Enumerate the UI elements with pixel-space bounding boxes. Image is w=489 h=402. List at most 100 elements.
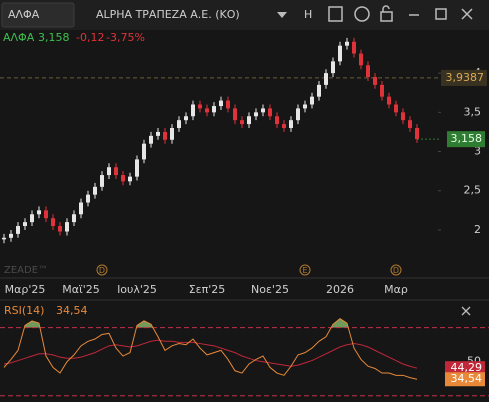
- candle-body: [107, 167, 111, 176]
- candle-body: [128, 176, 132, 182]
- reference-label-box: [441, 69, 487, 86]
- candle-body: [303, 104, 307, 109]
- candle-body: [191, 104, 195, 117]
- candle-body: [240, 120, 244, 125]
- quote-change: -0,12: [76, 31, 104, 44]
- close-panel-icon[interactable]: [461, 306, 471, 316]
- candle-body: [16, 226, 20, 234]
- candle-body: [359, 53, 363, 66]
- candle-body: [135, 159, 139, 177]
- candle-body: [415, 128, 419, 140]
- period-button[interactable]: H: [304, 8, 312, 21]
- candle-body: [163, 131, 167, 140]
- candle-body: [310, 96, 314, 105]
- candle-body: [212, 106, 216, 113]
- quote-change-pct: -3,75%: [106, 31, 145, 44]
- quote-symbol: ΑΛΦΑ: [3, 31, 35, 44]
- watermark: ZEADE™: [4, 265, 48, 276]
- candle-body: [37, 210, 41, 215]
- lock-icon[interactable]: [380, 11, 393, 22]
- candle-body: [296, 108, 300, 121]
- x-tick-label: Μαρ'25: [5, 283, 46, 296]
- value-label-box: [445, 372, 485, 387]
- candle-body: [2, 237, 6, 240]
- candle-body: [366, 65, 370, 78]
- quote-last: 3,158: [38, 31, 70, 44]
- value-label-box: [445, 361, 485, 376]
- value-label: 44,29: [451, 361, 483, 374]
- x-tick-label: Ιουλ'25: [117, 283, 157, 296]
- candle-body: [282, 124, 286, 129]
- candle-body: [86, 194, 90, 203]
- candle-body: [380, 84, 384, 97]
- candle-body: [149, 135, 153, 144]
- candle-body: [387, 96, 391, 105]
- y-tick-label: 2,5: [464, 184, 482, 197]
- event-marker: [390, 264, 402, 276]
- candle-body: [268, 108, 272, 117]
- candle-body: [177, 120, 181, 129]
- candle-body: [93, 186, 97, 195]
- x-tick-label: Νοε'25: [251, 283, 289, 296]
- candle-body: [121, 175, 125, 182]
- last-price-box: [447, 131, 485, 148]
- candle-body: [30, 214, 34, 223]
- candle-body: [401, 112, 405, 121]
- candle-body: [184, 116, 188, 121]
- candle-body: [317, 84, 321, 97]
- candle-body: [233, 108, 237, 121]
- candle-body: [247, 116, 251, 125]
- y-tick-label: 3: [474, 145, 481, 158]
- candle-body: [394, 104, 398, 113]
- candle-body: [205, 108, 209, 113]
- candle-body: [289, 120, 293, 129]
- candle-body: [156, 131, 160, 136]
- candle-body: [345, 41, 349, 46]
- candle-body: [219, 100, 223, 107]
- candle-body: [324, 73, 328, 85]
- candle-body: [226, 100, 230, 109]
- toolbar: [0, 0, 489, 30]
- x-tick-label: 2026: [326, 283, 354, 296]
- quote-icon[interactable]: [354, 6, 370, 22]
- rsi-current: 34,54: [56, 304, 88, 317]
- candle-body: [58, 226, 62, 232]
- candle-body: [373, 77, 377, 85]
- candle-body: [170, 128, 174, 140]
- y-tick-label: 3,5: [464, 105, 482, 118]
- candle-body: [9, 233, 13, 238]
- candle-body: [352, 41, 356, 54]
- last-price-label: 3,158: [451, 132, 483, 145]
- event-marker: [299, 264, 311, 276]
- symbol-text: ΑΛΦΑ: [8, 8, 40, 21]
- candle-body: [79, 202, 83, 215]
- x-tick-label: Μαρ: [384, 283, 408, 296]
- x-tick-label: Μαϊ'25: [62, 283, 100, 296]
- candle-body: [44, 210, 48, 219]
- reference-label: 3,9387: [446, 71, 485, 84]
- dropdown-arrow[interactable]: [277, 12, 287, 18]
- candle-body: [100, 175, 104, 187]
- y-tick-label: 2: [474, 223, 481, 236]
- candle-body: [331, 61, 335, 74]
- candle-body: [198, 104, 202, 109]
- candle-body: [72, 214, 76, 223]
- candle-body: [23, 222, 27, 227]
- candle-body: [65, 222, 69, 232]
- close-icon[interactable]: [461, 8, 473, 20]
- candle-body: [408, 120, 412, 129]
- event-label: D: [393, 266, 399, 275]
- rsi-title: RSI(14): [4, 304, 44, 317]
- rsi-line: [3, 317, 418, 380]
- candle-body: [51, 218, 55, 227]
- event-marker: [96, 264, 108, 276]
- symbol-input[interactable]: [1, 2, 75, 28]
- lock-shackle: [382, 5, 390, 12]
- candle-body: [142, 143, 146, 160]
- maximize-icon[interactable]: [435, 8, 447, 20]
- x-tick-label: Σεπ'25: [189, 283, 226, 296]
- candle-body: [261, 108, 265, 113]
- layout-icon[interactable]: [328, 6, 343, 22]
- candle-body: [254, 112, 258, 117]
